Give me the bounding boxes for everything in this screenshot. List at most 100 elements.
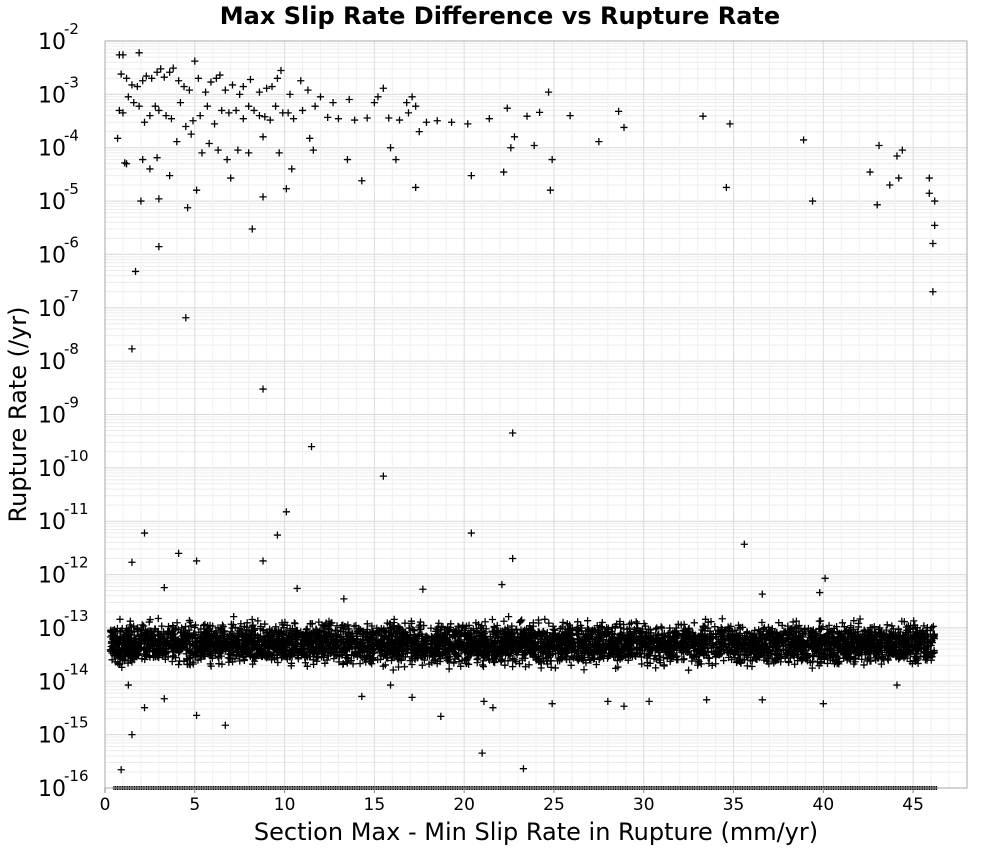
data-point [145, 618, 153, 626]
data-point [342, 623, 350, 631]
data-point [339, 660, 347, 668]
data-point [567, 661, 575, 669]
data-point [722, 644, 730, 652]
data-point [211, 629, 219, 638]
data-point [340, 648, 349, 656]
data-point [793, 657, 802, 665]
data-point [243, 626, 251, 634]
data-point [744, 653, 752, 661]
data-point [283, 653, 291, 661]
data-point [488, 615, 496, 624]
data-point [637, 653, 645, 661]
data-point [337, 623, 345, 632]
data-point [514, 648, 522, 656]
data-point [577, 621, 585, 630]
data-point [330, 655, 338, 663]
data-point [712, 660, 720, 668]
data-point [107, 633, 115, 641]
data-point [816, 625, 824, 633]
data-point [831, 640, 839, 648]
data-point [707, 643, 716, 651]
data-point [795, 621, 803, 630]
data-point [855, 619, 863, 628]
data-point [185, 616, 193, 625]
data-point [681, 647, 690, 655]
data-point [688, 657, 696, 665]
data-point [363, 620, 371, 628]
data-point [638, 660, 646, 668]
data-point [851, 658, 859, 666]
data-point [116, 615, 124, 623]
data-point [734, 621, 743, 629]
data-point [517, 617, 525, 625]
data-point [369, 656, 377, 664]
data-point [540, 630, 548, 638]
data-point [572, 626, 580, 634]
data-point [344, 628, 352, 637]
data-point [499, 629, 507, 637]
data-point [659, 654, 668, 662]
data-point [563, 649, 571, 657]
data-point [204, 622, 212, 630]
data-point [673, 646, 681, 654]
data-point [173, 619, 181, 627]
data-point [535, 652, 543, 660]
data-point [339, 627, 347, 636]
data-point [758, 618, 766, 627]
data-point [684, 666, 693, 674]
data-point [501, 661, 509, 669]
data-point [349, 660, 357, 668]
data-point [492, 647, 500, 655]
data-point [555, 630, 563, 638]
data-point [595, 655, 603, 664]
data-point [815, 624, 823, 633]
data-point [163, 634, 171, 642]
data-point [207, 662, 215, 670]
data-point [407, 617, 416, 625]
data-point [786, 630, 794, 638]
data-point [720, 656, 728, 665]
data-point [218, 621, 227, 629]
data-point [146, 641, 154, 649]
data-point [409, 625, 417, 634]
data-point [149, 653, 158, 661]
data-point [588, 651, 596, 659]
data-point [680, 655, 688, 663]
data-point [497, 636, 505, 644]
data-point [533, 632, 541, 640]
data-point [624, 656, 632, 664]
data-point [272, 623, 280, 631]
data-point [158, 622, 166, 630]
data-point [191, 621, 200, 629]
data-point [583, 617, 592, 625]
data-point [690, 619, 698, 627]
data-point [825, 621, 833, 630]
data-point [770, 630, 778, 638]
data-point [420, 621, 428, 630]
data-point [626, 628, 634, 636]
data-point [385, 620, 394, 628]
data-point [927, 641, 935, 650]
data-point [388, 640, 396, 648]
data-point [657, 623, 665, 631]
data-point [559, 618, 567, 626]
data-point [509, 662, 517, 671]
data-point [754, 650, 763, 658]
data-point [834, 658, 843, 666]
data-point [652, 654, 660, 663]
data-point [521, 663, 530, 671]
data-point [791, 660, 799, 668]
data-point [130, 622, 138, 630]
data-point [358, 653, 366, 662]
data-point [335, 650, 343, 658]
data-point [457, 662, 465, 670]
data-point [200, 629, 208, 637]
data-point [860, 661, 868, 669]
data-point [652, 664, 660, 672]
data-point [406, 657, 414, 665]
data-point [504, 657, 512, 665]
data-point [230, 613, 238, 621]
data-point [551, 664, 560, 672]
data-point [584, 649, 592, 657]
data-point [597, 622, 606, 631]
